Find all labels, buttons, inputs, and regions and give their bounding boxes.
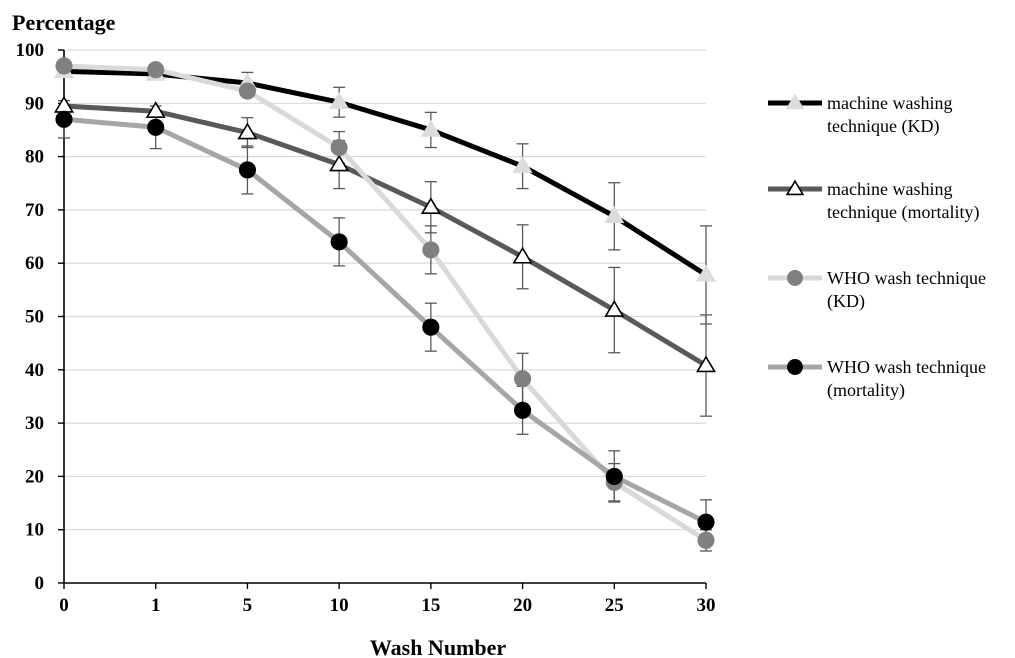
legend-item-1: machine washing technique (KD) <box>768 93 952 137</box>
x-tick-label: 10 <box>330 595 349 616</box>
legend-label: machine washing technique (KD) <box>827 93 952 137</box>
x-axis-title: Wash Number <box>370 635 507 658</box>
data-point-series-4 <box>514 401 532 419</box>
data-point-series-4 <box>147 118 165 136</box>
legend-label-line: machine washing <box>827 179 952 199</box>
data-point-series-1 <box>604 206 625 224</box>
data-point-series-2 <box>604 299 625 317</box>
y-axis-title: Percentage <box>12 10 116 35</box>
legend-label-line: technique (mortality) <box>827 202 979 223</box>
x-tick-label: 30 <box>697 595 716 616</box>
data-point-series-2 <box>145 101 166 119</box>
legend-swatch-marker <box>785 179 805 196</box>
y-tick-label: 90 <box>25 93 44 114</box>
legend-label-line: WHO wash technique <box>827 268 986 288</box>
data-point-series-1 <box>512 156 533 173</box>
data-point-series-3 <box>330 138 348 157</box>
legend-swatch-marker <box>787 359 803 375</box>
series-line-2 <box>61 103 709 369</box>
data-point-series-3 <box>514 370 532 388</box>
data-point-series-3 <box>55 57 73 75</box>
x-tick-label: 0 <box>59 595 69 616</box>
data-point-series-4 <box>238 161 256 179</box>
data-point-series-2 <box>237 122 258 140</box>
legend-item-4: WHO wash technique (mortality) <box>768 357 986 401</box>
data-point-series-4 <box>55 110 73 128</box>
series-line-4 <box>61 116 709 525</box>
data-point-series-2 <box>695 355 717 373</box>
legend-swatch-marker <box>785 93 805 110</box>
legend-item-3: WHO wash technique (KD) <box>768 268 986 312</box>
legend-item-2: machine washing technique (mortality) <box>768 179 979 223</box>
data-point-series-4 <box>330 233 348 251</box>
data-point-series-3 <box>147 61 165 79</box>
data-point-series-4 <box>422 318 440 336</box>
error-bars <box>58 71 712 552</box>
data-point-series-4 <box>697 513 715 531</box>
legend-label-line: (KD) <box>827 291 865 312</box>
y-tick-label: 70 <box>25 200 44 221</box>
data-point-series-1 <box>420 119 441 137</box>
y-tick-label: 80 <box>25 147 44 168</box>
data-point-series-3 <box>422 241 440 259</box>
legend-label-line: technique (KD) <box>827 116 939 137</box>
legend-label-line: (mortality) <box>827 380 905 401</box>
x-tick-label: 15 <box>421 595 440 616</box>
y-tick-label: 20 <box>25 466 44 487</box>
series-markers <box>53 57 717 549</box>
data-point-series-2 <box>512 246 533 264</box>
y-tick-label: 100 <box>16 40 45 61</box>
data-point-series-1 <box>329 92 350 109</box>
y-tick-label: 30 <box>25 413 44 434</box>
y-tick-label: 60 <box>25 253 44 274</box>
legend-label: machine washing technique (mortality) <box>827 179 979 223</box>
legend-label-line: machine washing <box>827 93 952 113</box>
legend-label: WHO wash technique (mortality) <box>827 357 986 401</box>
data-point-series-3 <box>697 531 715 549</box>
legend: machine washing technique (KD)machine was… <box>768 93 986 401</box>
series-lines <box>61 63 709 543</box>
data-point-series-4 <box>605 467 623 485</box>
legend-label: WHO wash technique (KD) <box>827 268 986 312</box>
legend-swatch-marker <box>787 270 803 286</box>
legend-label-line: WHO wash technique <box>827 357 986 377</box>
y-tick-label: 50 <box>25 307 44 328</box>
y-tick-label: 0 <box>35 573 45 594</box>
x-tick-label: 25 <box>605 595 624 616</box>
x-tick-label: 20 <box>513 595 532 616</box>
data-point-series-2 <box>420 197 441 214</box>
data-point-series-1 <box>695 264 717 282</box>
x-tick-label: 5 <box>243 595 253 616</box>
data-point-series-3 <box>238 82 256 100</box>
y-tick-label: 40 <box>25 360 44 381</box>
x-tick-label: 1 <box>151 595 161 616</box>
data-point-series-2 <box>329 154 350 172</box>
y-tick-label: 10 <box>25 520 44 541</box>
